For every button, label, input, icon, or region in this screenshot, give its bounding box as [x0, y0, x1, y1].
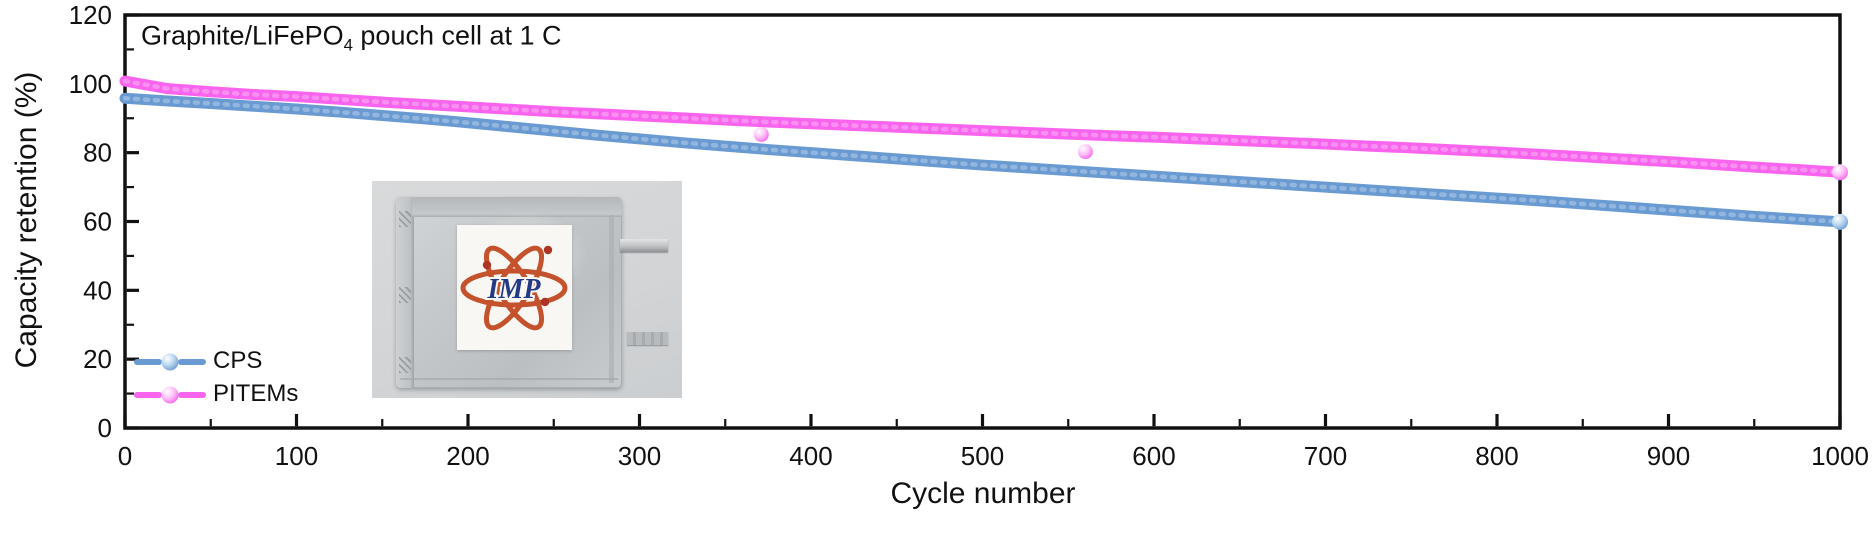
svg-text:200: 200	[446, 441, 489, 471]
svg-text:800: 800	[1475, 441, 1518, 471]
logo-electron-icon	[540, 297, 550, 307]
legend-label-cps: CPS	[213, 346, 263, 374]
annotation-suffix: pouch cell at 1 C	[352, 20, 562, 51]
pouch-cell-photo-inset: IMP	[372, 181, 682, 398]
svg-text:60: 60	[83, 207, 112, 237]
svg-text:120: 120	[69, 0, 112, 30]
logo-orbit-icon	[484, 245, 544, 331]
svg-text:100: 100	[275, 441, 318, 471]
imp-atom-logo: IMP	[460, 245, 568, 331]
annotation-subscript: 4	[343, 35, 353, 55]
logo-electron-icon	[543, 245, 553, 255]
pouch-tab-bottom	[627, 332, 668, 345]
pouch-seal-hatch	[399, 357, 411, 373]
svg-text:600: 600	[1132, 441, 1175, 471]
svg-text:1000: 1000	[1811, 441, 1869, 471]
y-axis-title: Capacity retention (%)	[10, 71, 43, 369]
pouch-seal-hatch	[399, 211, 411, 227]
logo-text: IMP	[487, 274, 542, 305]
imp-logo-label: IMP	[457, 225, 572, 350]
legend-label-pitems: PITEMs	[213, 379, 299, 407]
pouch-cell: IMP	[396, 197, 622, 388]
pouch-tab-top	[620, 239, 668, 252]
annotation-prefix: Graphite/LiFePO	[141, 20, 344, 51]
plot-title-annotation: Graphite/LiFePO4 pouch cell at 1 C	[141, 20, 562, 55]
svg-text:300: 300	[618, 441, 661, 471]
x-axis-title: Cycle number	[890, 477, 1076, 510]
pouch-seal-hatch	[399, 287, 411, 303]
svg-text:100: 100	[69, 69, 112, 99]
svg-text:40: 40	[83, 275, 112, 305]
pouch-seal-right	[609, 215, 614, 383]
svg-text:20: 20	[83, 344, 112, 374]
svg-text:500: 500	[961, 441, 1004, 471]
svg-text:80: 80	[83, 138, 112, 168]
svg-text:400: 400	[789, 441, 832, 471]
svg-text:900: 900	[1647, 441, 1690, 471]
logo-orbit-icon	[484, 245, 544, 331]
svg-text:0: 0	[118, 441, 132, 471]
svg-text:700: 700	[1304, 441, 1347, 471]
logo-orbit-icon	[460, 268, 568, 308]
pouch-seal-top	[412, 197, 622, 217]
pouch-fold-line	[400, 378, 618, 380]
logo-electron-icon	[482, 260, 492, 270]
svg-text:0: 0	[98, 413, 112, 443]
